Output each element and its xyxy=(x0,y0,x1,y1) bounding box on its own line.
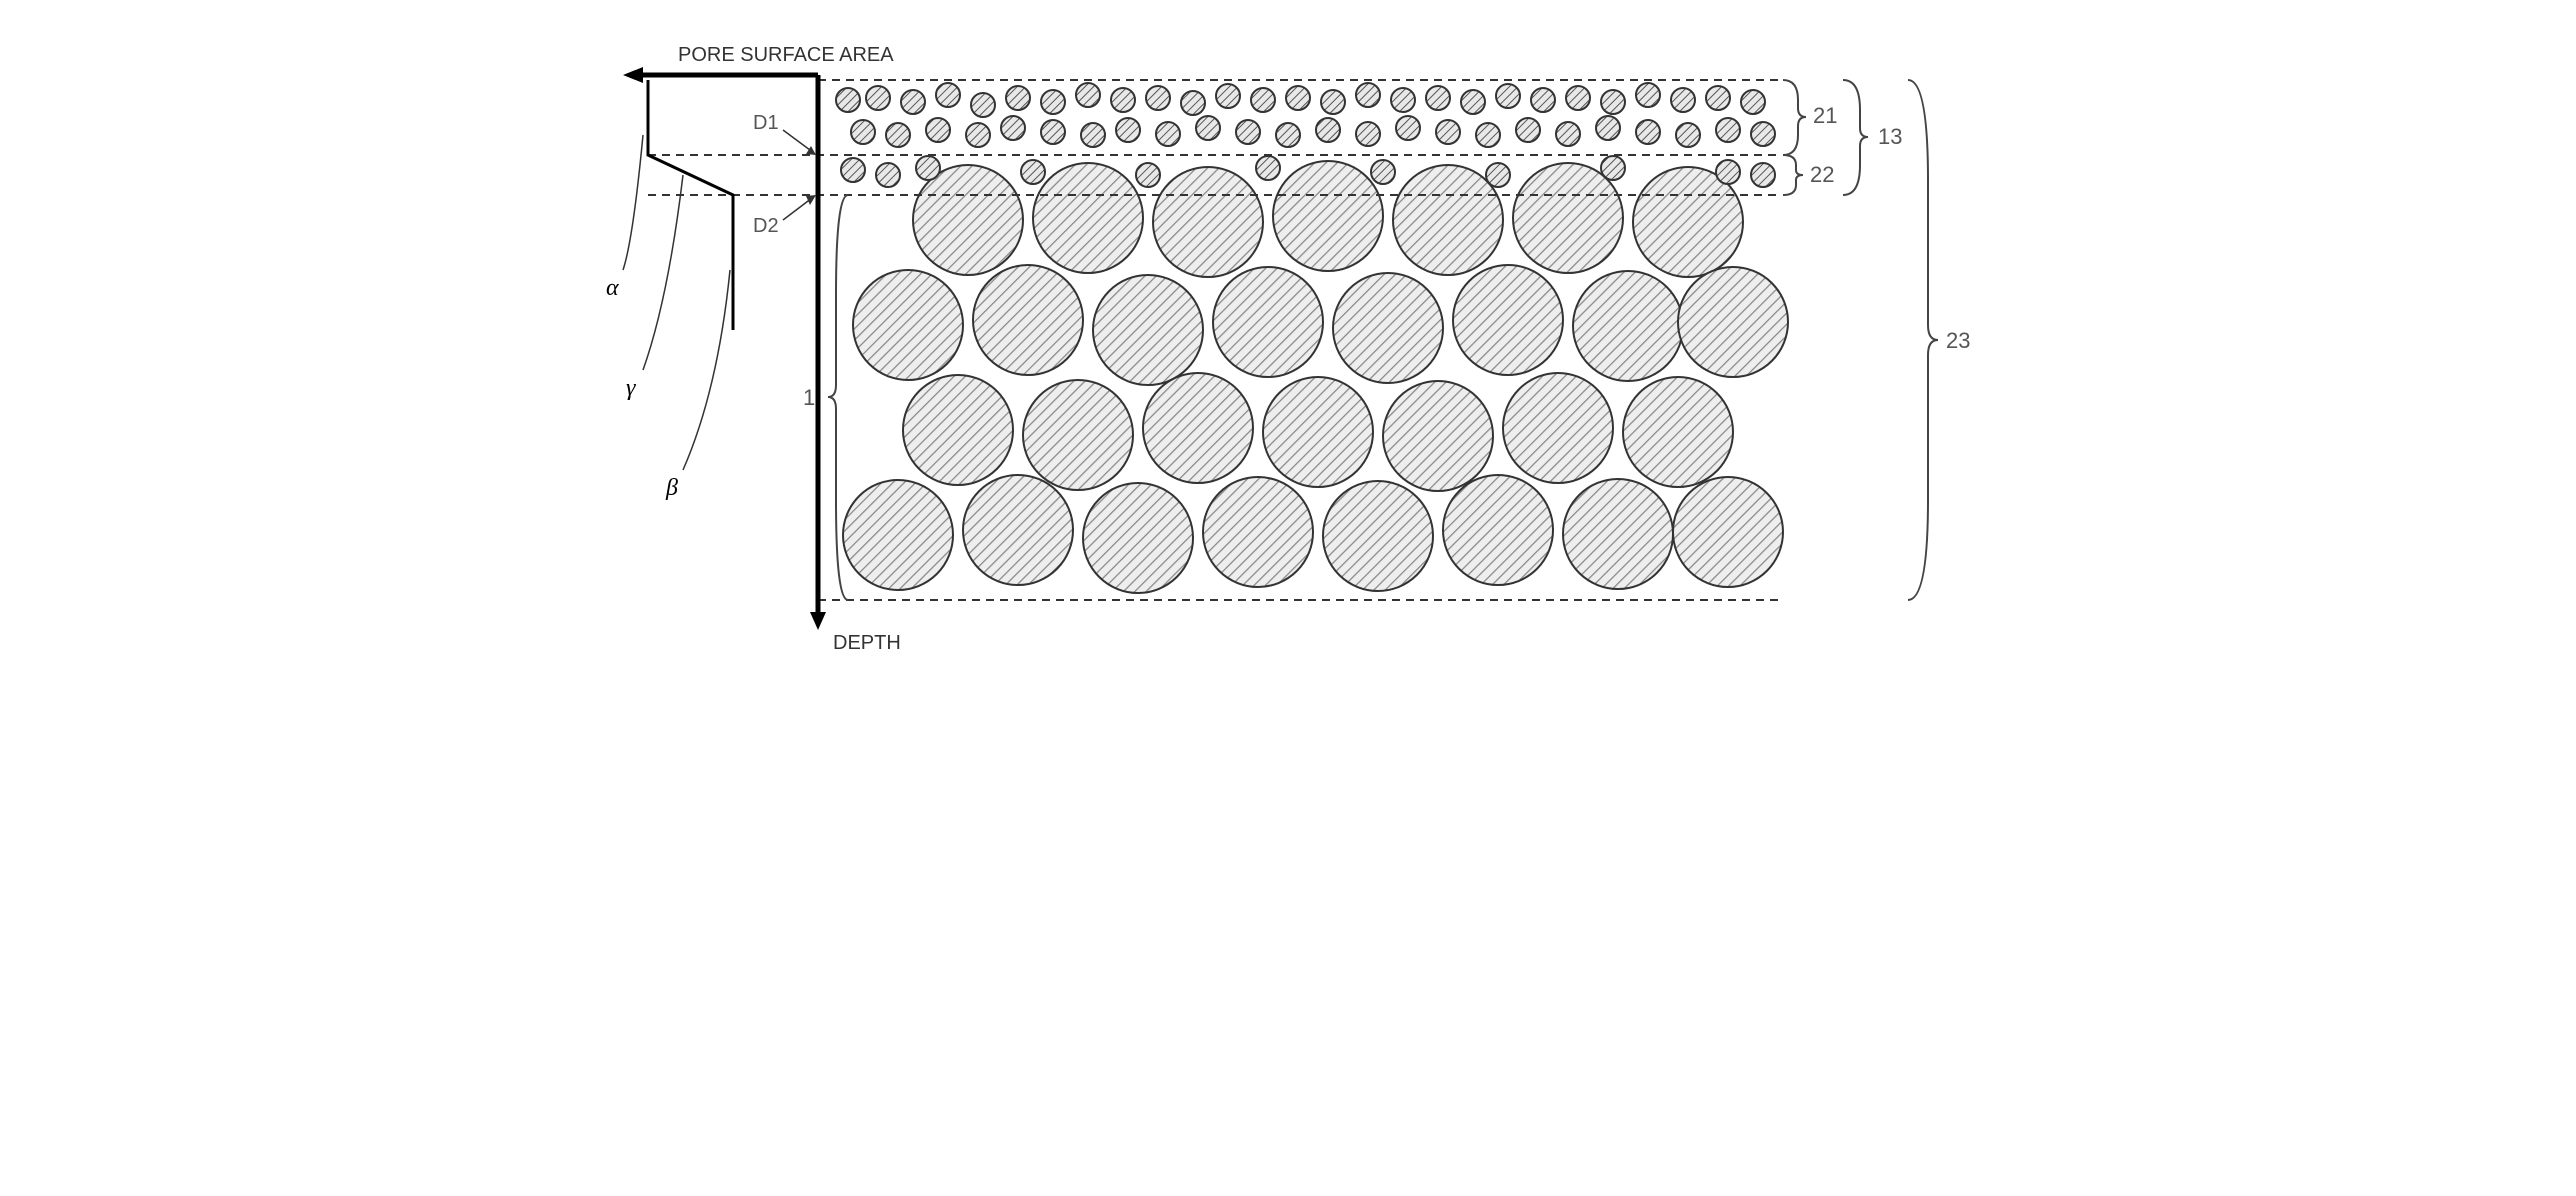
label-gamma: γ xyxy=(626,375,635,402)
diagram-container: PORE SURFACE AREA DEPTH D1 D2 α γ β 21 2… xyxy=(588,40,1988,720)
bracket-21 xyxy=(1783,80,1806,155)
bracket-23 xyxy=(1908,80,1938,600)
diagram-svg xyxy=(588,40,1988,720)
label-pore-surface: PORE SURFACE AREA xyxy=(678,44,894,67)
label-21: 21 xyxy=(1813,103,1837,129)
label-22: 22 xyxy=(1810,162,1834,188)
label-23: 23 xyxy=(1946,328,1970,354)
large-circles-group xyxy=(843,161,1788,593)
leader-d2 xyxy=(783,198,812,220)
bracket-13 xyxy=(1843,80,1868,195)
leader-alpha xyxy=(623,135,643,270)
label-alpha: α xyxy=(606,275,619,302)
arrow-depth xyxy=(810,612,826,630)
label-13: 13 xyxy=(1878,124,1902,150)
label-d1: D1 xyxy=(753,112,779,135)
label-d2: D2 xyxy=(753,215,779,238)
leader-gamma xyxy=(643,175,683,370)
bracket-22 xyxy=(1783,155,1803,195)
label-beta: β xyxy=(666,475,678,502)
label-region1: 1 xyxy=(803,385,815,411)
leader-beta xyxy=(683,270,730,470)
step-curve xyxy=(648,80,733,330)
label-depth: DEPTH xyxy=(833,632,901,655)
arrow-pore xyxy=(623,67,643,83)
